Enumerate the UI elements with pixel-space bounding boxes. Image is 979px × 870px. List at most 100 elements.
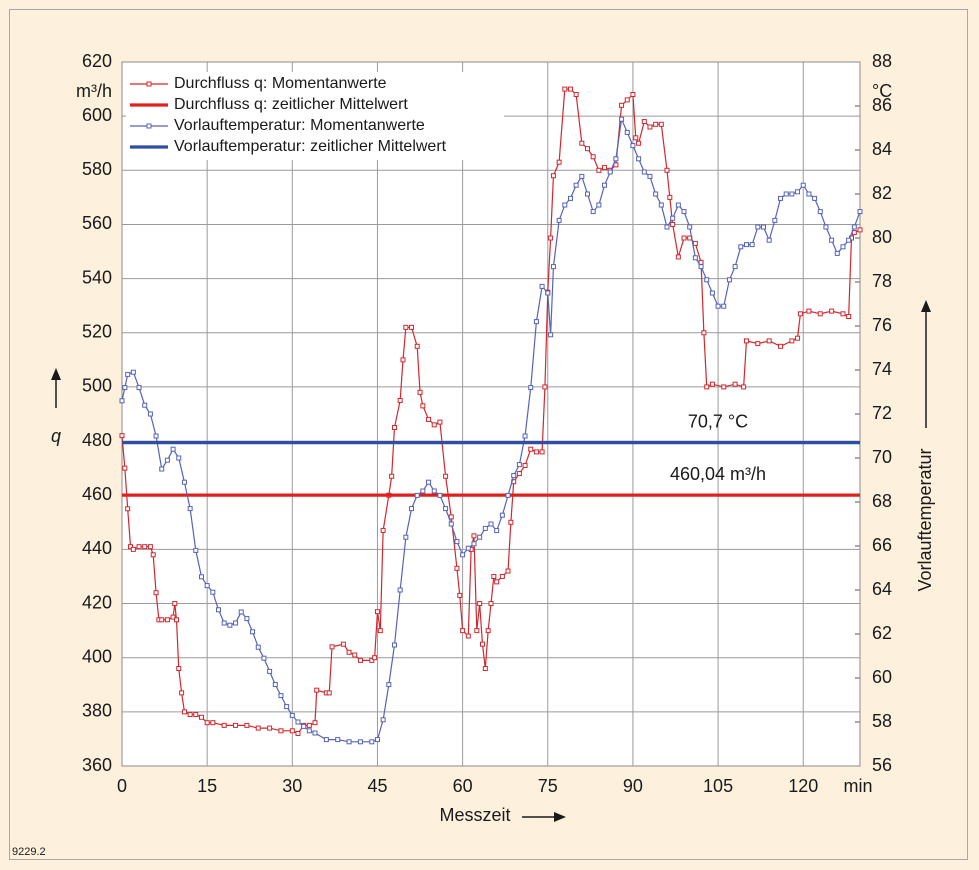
x-tick-label: 105 (703, 776, 733, 796)
y2-tick-label: 62 (872, 623, 892, 643)
data-point (397, 587, 403, 593)
data-point (409, 324, 415, 330)
y-tick-label: 420 (82, 592, 112, 612)
y-tick-label: 600 (82, 105, 112, 125)
data-point (585, 146, 591, 152)
data-point (357, 739, 363, 745)
data-point (653, 121, 659, 127)
data-point (829, 237, 835, 243)
y-tick-label: 580 (82, 159, 112, 179)
data-point (403, 534, 409, 540)
data-point (633, 135, 639, 141)
x-arrow (522, 812, 566, 822)
y-tick-label: 620 (82, 51, 112, 71)
data-point (579, 140, 585, 146)
data-point (457, 592, 463, 598)
data-point (176, 666, 182, 672)
data-point (289, 728, 295, 734)
data-point (397, 397, 403, 403)
data-point (346, 649, 352, 655)
data-point (550, 173, 556, 179)
data-point (778, 343, 784, 349)
x-unit: min (843, 776, 872, 796)
data-point (352, 652, 358, 658)
data-point (284, 704, 290, 710)
data-point (533, 449, 539, 455)
y-axis-label: q (51, 426, 61, 446)
x-tick-label: 90 (623, 776, 643, 796)
data-point (624, 97, 630, 103)
data-point (846, 314, 852, 320)
y-tick-label: 560 (82, 213, 112, 233)
data-point (658, 121, 664, 127)
y-unit: m³/h (76, 81, 112, 101)
legend: Durchfluss q: Momentanwerte Durchfluss q:… (126, 72, 504, 160)
data-point (834, 250, 840, 256)
data-point (119, 433, 125, 439)
data-point (391, 425, 397, 431)
data-point (479, 641, 485, 647)
data-point (857, 227, 863, 233)
data-point (573, 182, 579, 188)
data-point (477, 601, 483, 607)
y2-tick-label: 78 (872, 271, 892, 291)
data-point (522, 433, 528, 439)
data-point (743, 338, 749, 344)
data-point (181, 479, 187, 485)
y-tick-label: 400 (82, 646, 112, 666)
data-point (255, 644, 261, 650)
data-point (562, 86, 568, 92)
data-point (670, 221, 676, 227)
data-point (159, 617, 165, 623)
y-arrow (51, 368, 61, 408)
data-point (414, 343, 420, 349)
data-point (721, 303, 727, 309)
data-point (193, 547, 199, 553)
data-point (374, 737, 380, 743)
data-point (210, 589, 216, 595)
data-point (420, 403, 426, 409)
data-point (499, 573, 505, 579)
data-point (789, 338, 795, 344)
data-point (533, 319, 539, 325)
data-point (766, 338, 772, 344)
data-point (471, 533, 477, 539)
data-point (128, 544, 134, 550)
data-point (675, 202, 681, 208)
data-point (494, 579, 500, 585)
data-point (545, 290, 551, 296)
data-point (142, 544, 148, 550)
legend-label: Durchfluss q: zeitlicher Mittelwert (174, 96, 408, 113)
y2-tick-label: 68 (872, 491, 892, 511)
data-point (122, 465, 128, 471)
data-point (125, 506, 131, 512)
data-point (556, 217, 562, 223)
data-point (172, 601, 178, 607)
data-point (522, 462, 528, 468)
data-point (806, 191, 812, 197)
data-point (187, 712, 193, 718)
data-point (505, 568, 511, 574)
data-point (715, 303, 721, 309)
data-point (482, 666, 488, 672)
data-point (488, 601, 494, 607)
data-point (372, 655, 378, 661)
value-label: 70,7 °C (688, 411, 748, 431)
data-point (261, 655, 267, 661)
x-tick-label: 45 (367, 776, 387, 796)
data-point (122, 385, 128, 391)
y-tick-label: 480 (82, 430, 112, 450)
data-point (448, 521, 454, 527)
data-point (474, 628, 480, 634)
data-point (701, 330, 707, 336)
data-point (741, 384, 747, 390)
x-tick-label: 15 (197, 776, 217, 796)
data-point (823, 224, 829, 230)
legend-marker (146, 123, 152, 129)
data-point (420, 488, 426, 494)
data-point (567, 86, 573, 92)
data-point (295, 731, 301, 737)
y2-tick-label: 60 (872, 667, 892, 687)
y2-tick-label: 72 (872, 403, 892, 423)
